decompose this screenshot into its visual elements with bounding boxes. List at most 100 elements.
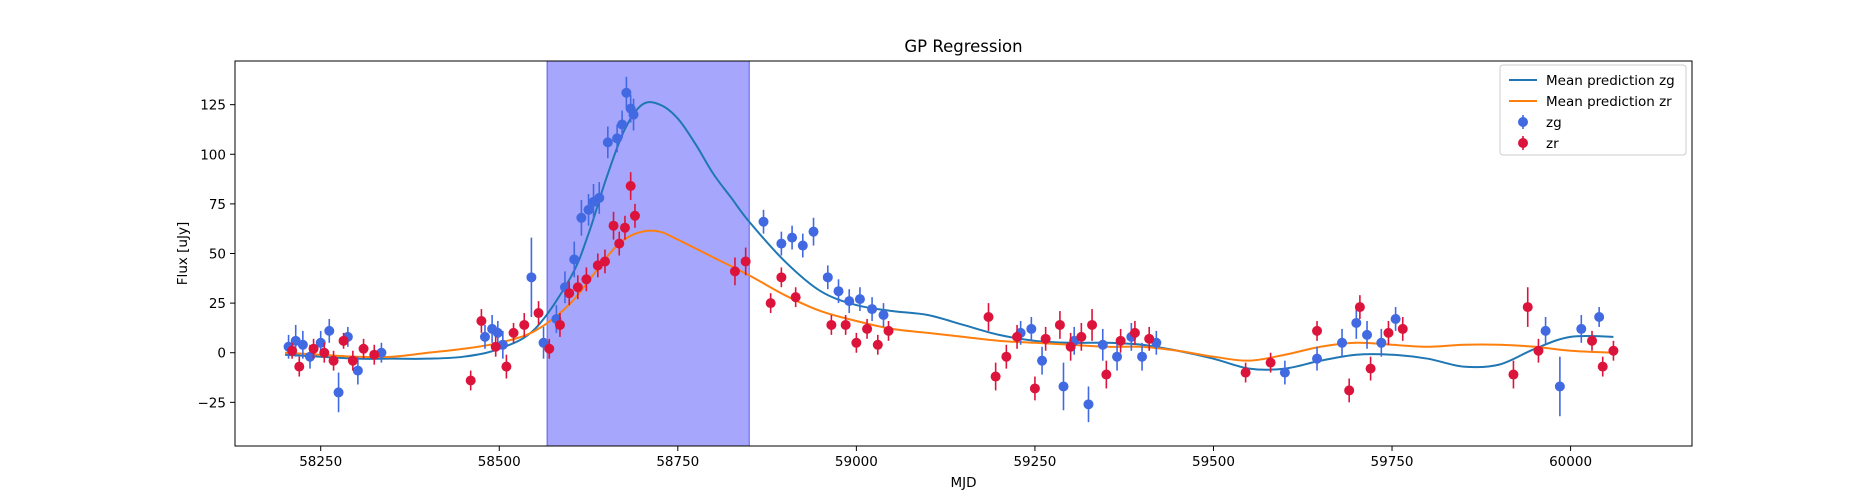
data-point-zr [490,336,501,357]
y-tick-label: −25 [198,395,227,411]
y-tick-label: 100 [200,147,226,163]
x-axis-label: MJD [950,475,976,491]
data-point-zg [1279,360,1290,385]
marker-zr [294,361,305,372]
chart-title: GP Regression [904,37,1022,56]
marker-zr [776,272,787,283]
legend-entry-mean-zg: Mean prediction zg [1509,73,1675,89]
data-point-zg [808,217,819,246]
data-point-zg [1083,386,1094,423]
data-point-zg [297,330,308,359]
data-point-zr [1508,360,1519,389]
data-point-zr [599,249,610,274]
marker-zr [519,319,530,330]
data-point-zg [576,199,587,236]
marker-zr [1587,335,1598,346]
marker-zr [1054,319,1065,330]
legend-entry-mean-zr: Mean prediction zr [1509,94,1672,110]
marker-zr [581,274,592,285]
data-point-zg [628,98,639,131]
marker-zg [576,212,587,223]
data-point-zr [1144,326,1155,351]
marker-zg [1362,329,1373,340]
y-tick-label: 75 [209,197,226,213]
x-axis-ticks: 58250 58500 58750 59000 59250 59500 59750 60000 [299,446,1592,470]
data-point-zg [878,303,889,327]
marker-zr [319,347,330,358]
data-point-zr [1365,356,1376,381]
marker-zr [501,361,512,372]
marker-zg [617,119,628,130]
marker-zg [1554,381,1565,392]
legend-label: Mean prediction zg [1546,73,1675,89]
marker-zr [883,325,894,336]
marker-zg [1058,381,1069,392]
data-point-zg [352,356,363,385]
data-point-zr [1087,309,1098,341]
x-tick-label: 58250 [299,454,342,470]
marker-zr [476,315,487,326]
marker-zr [544,343,555,354]
marker-zr [625,181,636,192]
legend-entry-zg: zg [1518,115,1562,131]
marker-zg [1337,337,1348,348]
marker-zg [612,133,623,144]
marker-zr [740,256,751,267]
data-point-zr [790,287,801,308]
marker-zr [790,292,801,303]
marker-zg [1312,353,1323,364]
marker-zg [1279,367,1290,378]
marker-zg [297,339,308,350]
data-point-zr [1240,362,1251,383]
mean-prediction-zr-line [284,229,1614,362]
marker-zg [602,137,613,148]
marker-zr [1522,302,1533,313]
data-point-zr [883,320,894,341]
data-point-zr [581,267,592,292]
data-point-zr [519,313,530,337]
data-point-zg [602,126,613,159]
marker-zr [1076,331,1087,342]
marker-zg [854,294,865,305]
x-tick-label: 59500 [1192,454,1235,470]
marker-zr [614,238,625,249]
marker-zr [1597,361,1608,372]
data-point-zr [1115,328,1126,353]
data-point-zr [619,215,630,240]
data-point-zr [1533,338,1544,363]
legend-label: zr [1546,136,1559,152]
data-point-zg [797,233,808,258]
marker-zr [347,355,358,366]
data-point-zr [1608,340,1619,361]
data-point-zr [872,334,883,355]
marker-zr [1397,323,1408,334]
marker-zg [315,337,326,348]
marker-zr [1265,357,1276,368]
legend-marker-swatch [1518,138,1528,148]
marker-zg [844,296,855,307]
marker-zg [758,216,769,227]
data-point-zg [822,265,833,290]
data-point-zg [867,297,878,321]
marker-zg [808,226,819,237]
marker-zg [1137,351,1148,362]
marker-zr [1029,383,1040,394]
marker-zr [599,256,610,267]
data-point-zg [612,124,623,153]
data-point-zr [476,309,487,333]
marker-zg [1037,355,1048,366]
data-point-zg [758,209,769,234]
y-tick-label: 0 [217,346,226,362]
data-point-zg [1390,307,1401,331]
data-point-zg [324,318,335,343]
marker-zg [867,304,878,315]
marker-zr [308,343,319,354]
marker-zg [621,87,632,98]
x-tick-label: 58500 [478,454,521,470]
marker-zr [983,312,994,323]
legend-entry-zr: zr [1518,136,1559,152]
marker-zr [338,335,349,346]
data-point-zr [508,322,519,343]
marker-zr [1240,367,1251,378]
marker-zr [1312,325,1323,336]
